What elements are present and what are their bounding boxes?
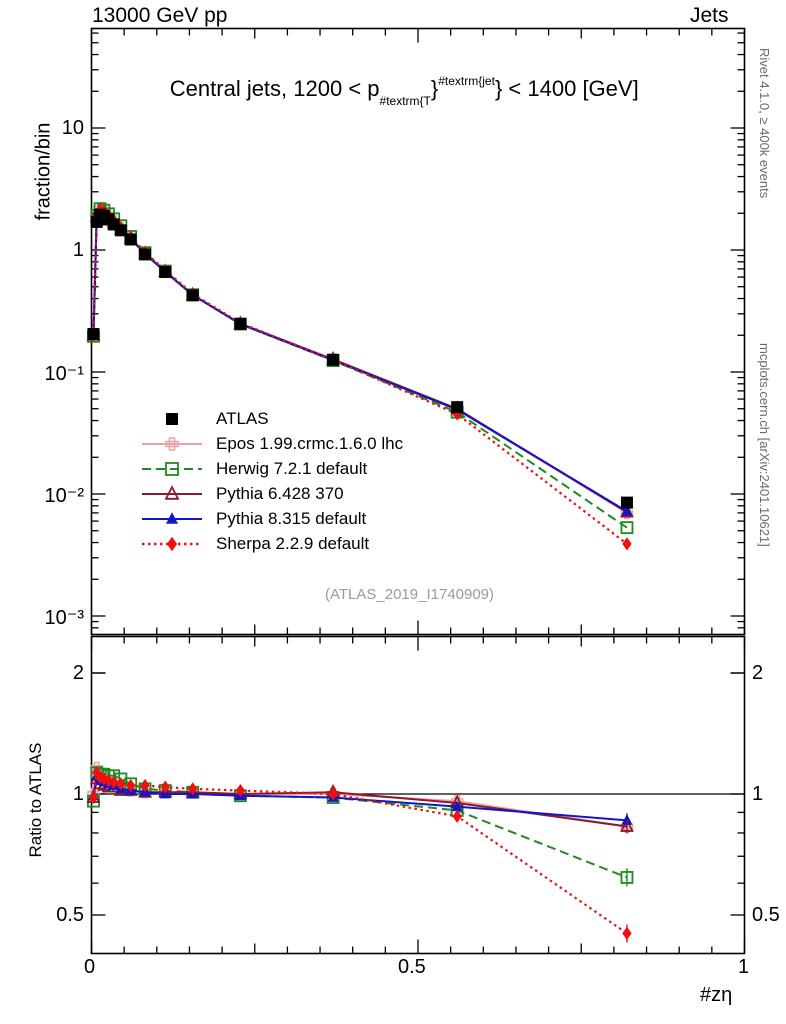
series-line-legend-herwig <box>92 771 628 879</box>
data-marker <box>103 773 114 788</box>
x-tick-1: 0.5 <box>398 956 426 978</box>
data-marker <box>88 790 99 805</box>
data-marker <box>95 770 105 784</box>
data-marker <box>164 484 180 500</box>
plot-title-superscript: #textrm{jet <box>438 74 495 88</box>
y-tick-ratio-left-0: 2 <box>72 662 84 684</box>
header-category-label: Jets <box>690 4 729 27</box>
legend-epos-swatch <box>142 436 202 451</box>
legend-sherpa[interactable]: Sherpa 2.2.9 default <box>140 531 403 556</box>
data-marker <box>620 521 634 535</box>
legend-epos[interactable]: Epos 1.99.crmc.1.6.0 lhc <box>140 431 403 456</box>
y-tick-ratio-left-1: 1 <box>72 783 84 805</box>
x-axis-label: #zη <box>700 984 733 1006</box>
data-marker <box>126 778 136 793</box>
y-tick-ratio-right-2: 0.5 <box>752 904 780 926</box>
x-tick-2: 1 <box>738 956 750 978</box>
data-marker <box>188 782 198 796</box>
legend-epos-label: Epos 1.99.crmc.1.6.0 lhc <box>216 433 404 453</box>
data-marker <box>159 266 172 279</box>
x-tick-0: 0 <box>84 956 96 978</box>
plot-title-part2: < 1400 [GeV] <box>502 76 639 101</box>
data-marker <box>451 800 463 812</box>
header-beam-label: 13000 GeV pp <box>92 4 228 27</box>
y-tick-main-0: 10 <box>61 117 84 139</box>
plot-title-subscript: #textrm{T <box>379 94 431 108</box>
data-marker <box>166 536 178 551</box>
y-tick-ratio-right-0: 2 <box>752 662 764 684</box>
legend: ATLAS Epos 1.99.crmc.1.6.0 lhc Herwig 7.2.… <box>140 406 403 556</box>
y-tick-main-3: 10⁻² <box>44 485 84 507</box>
legend-herwig-swatch <box>142 461 202 476</box>
data-marker <box>328 787 338 801</box>
data-marker <box>166 511 178 524</box>
data-marker <box>140 778 150 793</box>
legend-sherpa-swatch <box>142 536 202 551</box>
plot-title-part1: Central jets, 1200 < p <box>169 76 380 101</box>
analysis-id-watermark: (ATLAS_2019_I1740909) <box>325 586 495 603</box>
y-tick-ratio-left-2: 0.5 <box>56 904 84 926</box>
legend-atlas-swatch <box>166 412 178 425</box>
series-line-legend-sherpa <box>92 769 628 935</box>
y-tick-ratio-right-1: 1 <box>752 783 764 805</box>
main-series-group <box>86 201 634 551</box>
legend-pythia6-label: Pythia 6.428 370 <box>216 483 344 503</box>
legend-sherpa-label: Sherpa 2.2.9 default <box>216 533 370 553</box>
plot-title: Central jets, 1200 < p#textrm{T}#textrm{… <box>152 58 639 120</box>
data-marker <box>452 809 462 823</box>
data-marker <box>114 224 127 237</box>
ratio-series-group <box>86 761 634 943</box>
y-tick-main-1: 1 <box>72 239 84 261</box>
series-line-legend-pythia8 <box>92 773 628 822</box>
data-marker <box>621 505 633 516</box>
data-marker <box>620 496 633 509</box>
data-marker <box>92 766 102 780</box>
legend-pythia8[interactable]: Pythia 8.315 default <box>140 506 403 531</box>
legend-pythia6[interactable]: Pythia 6.428 370 <box>140 481 403 506</box>
series-line-legend-epos <box>92 765 628 828</box>
plot-title-brace2: } <box>494 76 503 101</box>
data-marker <box>235 783 246 798</box>
y-tick-main-4: 10⁻³ <box>44 607 84 629</box>
data-marker <box>327 353 340 366</box>
data-marker <box>234 317 247 330</box>
data-marker <box>124 233 137 246</box>
data-marker <box>166 412 178 425</box>
data-marker <box>116 777 126 791</box>
data-marker <box>139 248 152 261</box>
legend-herwig-label: Herwig 7.2.1 default <box>216 458 368 478</box>
legend-atlas-label: ATLAS <box>216 408 269 428</box>
legend-pythia6-swatch <box>142 484 202 500</box>
data-marker <box>165 436 179 451</box>
legend-herwig[interactable]: Herwig 7.2.1 default <box>140 456 403 481</box>
data-marker <box>160 780 170 794</box>
plot-title-brace1: } <box>430 76 439 101</box>
legend-atlas[interactable]: ATLAS <box>140 406 403 431</box>
series-line-legend-pythia6 <box>92 776 628 828</box>
data-marker <box>109 775 119 789</box>
data-marker <box>451 401 464 414</box>
data-marker <box>186 289 199 302</box>
legend-pythia8-swatch <box>142 511 202 524</box>
legend-pythia8-label: Pythia 8.315 default <box>216 508 367 528</box>
data-marker <box>87 327 100 340</box>
y-tick-main-2: 10⁻¹ <box>44 363 84 385</box>
data-marker <box>165 461 179 476</box>
data-marker <box>622 537 632 551</box>
